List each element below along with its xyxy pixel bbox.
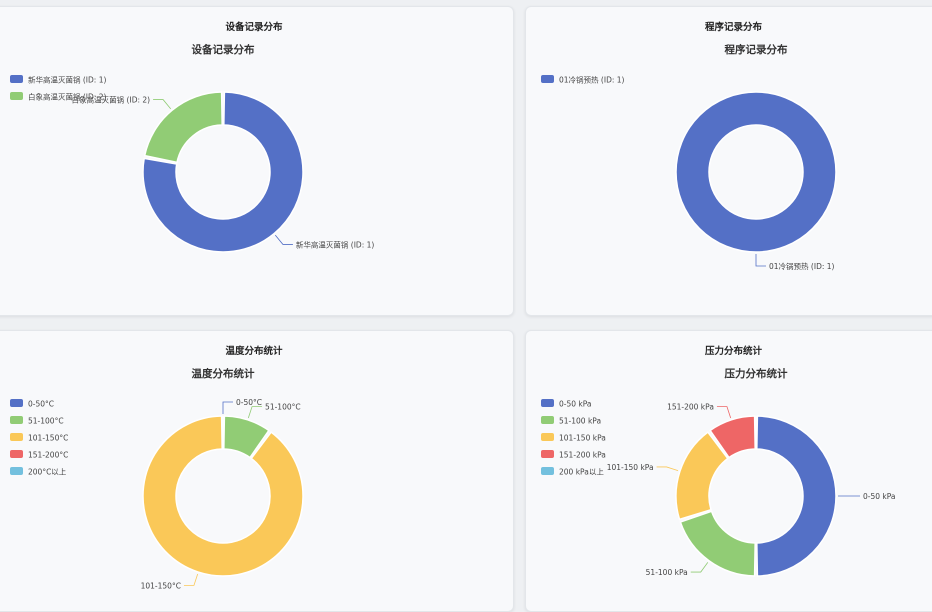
legend-item[interactable]: 0-50°C (28, 400, 54, 409)
slice-label: 101-150°C (141, 581, 181, 590)
legend-swatch[interactable] (541, 433, 554, 441)
label-leader-line (153, 99, 172, 110)
label-leader-line (656, 466, 679, 472)
slice-label: 51-100 kPa (646, 568, 688, 577)
pie-slice[interactable] (142, 91, 304, 253)
label-leader-line (274, 234, 293, 245)
legend-item[interactable]: 200 kPa以上 (559, 468, 604, 477)
legend-swatch[interactable] (10, 75, 23, 83)
chart-title: 设备记录分布 (192, 43, 255, 56)
pie-slice[interactable] (756, 415, 837, 577)
legend-swatch[interactable] (541, 399, 554, 407)
slice-label: 01冷锅预热 (ID: 1) (769, 261, 835, 271)
legend-swatch[interactable] (10, 467, 23, 475)
legend-item[interactable]: 101-150 kPa (559, 434, 606, 443)
label-leader-line (222, 401, 233, 414)
device-distribution-card: 设备记录分布 设备记录分布新华高温灭菌锅 (ID: 1) 白象高温灭菌锅 (ID:… (0, 6, 514, 316)
card-header: 设备记录分布 (225, 22, 283, 33)
pie-slice[interactable] (223, 415, 270, 459)
pie-slice[interactable] (709, 415, 756, 459)
card-header: 压力分布统计 (704, 346, 762, 357)
legend-swatch[interactable] (10, 433, 23, 441)
slice-label: 51-100°C (265, 403, 301, 412)
pie-slice[interactable] (675, 91, 837, 253)
legend-swatch[interactable] (541, 75, 554, 83)
legend-swatch[interactable] (10, 92, 23, 100)
pie-slice[interactable] (143, 91, 223, 164)
legend-swatch[interactable] (10, 416, 23, 424)
legend-item[interactable]: 101-150°C (28, 434, 68, 443)
pressure-distribution-card: 压力分布统计 压力分布统计 0-50 kPa 51-100 kPa 101-150 k… (525, 330, 932, 612)
legend-item[interactable]: 200°C以上 (28, 468, 67, 477)
legend-item[interactable]: 01冷锅预热 (ID: 1) (559, 75, 625, 85)
pie-slice[interactable] (675, 431, 729, 521)
legend-item[interactable]: 新华高温灭菌锅 (ID: 1) (28, 75, 106, 85)
pie-slice[interactable] (142, 415, 304, 577)
chart-title: 程序记录分布 (725, 43, 788, 56)
chart-title: 温度分布统计 (192, 367, 255, 380)
legend-swatch[interactable] (541, 416, 554, 424)
label-leader-line (716, 406, 732, 419)
slice-label: 151-200 kPa (667, 403, 714, 412)
slice-label: 白象高温灭菌锅 (ID: 2) (72, 95, 150, 105)
label-leader-line (247, 406, 263, 419)
chart-title: 压力分布统计 (725, 367, 788, 380)
card-header: 温度分布统计 (225, 346, 283, 357)
legend-swatch[interactable] (10, 399, 23, 407)
label-leader-line (755, 254, 766, 267)
slice-label: 新华高温灭菌锅 (ID: 1) (296, 239, 374, 249)
legend-swatch[interactable] (10, 450, 23, 458)
temperature-distribution-card: 温度分布统计 温度分布统计 0-50°C 51-100°C 101-150°C 151-… (0, 330, 514, 612)
card-header: 程序记录分布 (704, 22, 762, 33)
program-distribution-card: 程序记录分布 程序记录分布 01冷锅预热 (ID: 1) 01冷锅预热 (ID: 1… (525, 6, 932, 316)
legend-item[interactable]: 51-100 kPa (559, 417, 601, 426)
legend-item[interactable]: 151-200°C (28, 451, 68, 460)
legend-item[interactable]: 0-50 kPa (559, 400, 592, 409)
legend-item[interactable]: 白象高温灭菌锅 (ID: 2) (28, 92, 106, 102)
legend-swatch[interactable] (541, 450, 554, 458)
slice-label: 0-50°C (236, 398, 262, 407)
pie-slice[interactable] (679, 510, 756, 577)
legend-item[interactable]: 151-200 kPa (559, 451, 606, 460)
slice-label: 0-50 kPa (863, 492, 896, 501)
legend-swatch[interactable] (541, 467, 554, 475)
program-donut-chart: 程序记录分布 01冷锅预热 (ID: 1) 01冷锅预热 (ID: 1) (541, 43, 837, 271)
temperature-donut-chart: 温度分布统计0-50°C51-100°C101-150°C151-200°C20… (10, 367, 304, 590)
label-leader-line (690, 562, 709, 573)
label-leader-line (183, 573, 199, 586)
slice-label: 101-150 kPa (607, 463, 654, 472)
legend-item[interactable]: 51-100°C (28, 417, 64, 426)
